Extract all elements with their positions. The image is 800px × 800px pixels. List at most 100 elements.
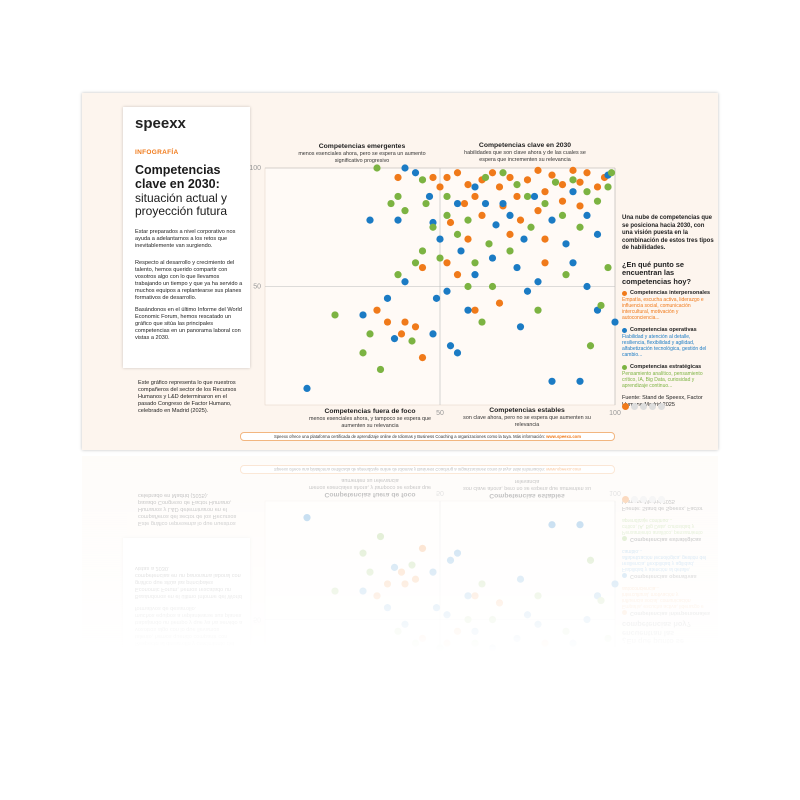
legend-label: Competencias estratégicas [630, 364, 702, 370]
footer: Speexx ofrece una plataforma certificada… [240, 432, 615, 441]
x-tick-label: 50 [436, 410, 444, 417]
page-dot[interactable] [658, 403, 665, 410]
point [383, 318, 392, 326]
point [411, 259, 420, 267]
title-light: situación actual y proyección futura [135, 191, 228, 218]
point [436, 254, 444, 262]
point [401, 318, 409, 326]
point [593, 197, 602, 205]
title-bold: Competencias clave en 2030: [135, 163, 221, 191]
point [387, 199, 395, 208]
paragraph: Basándonos en el último Informe del Worl… [135, 307, 242, 341]
point [516, 216, 525, 224]
point [401, 164, 409, 172]
point [383, 294, 392, 302]
legend-item: Competencias estratégicas Pensamiento ana… [622, 364, 714, 389]
quadrant-subtitle: menos esenciales ahora, pero se espera u… [298, 151, 426, 164]
point [492, 221, 500, 229]
point [471, 259, 479, 267]
point [446, 342, 455, 350]
point [394, 271, 402, 279]
legend-description: Empatía, escucha activa, liderazgo e inf… [622, 297, 704, 321]
footer-text: Speexx ofrece una plataforma certificada… [274, 434, 545, 439]
y-tick-label: 50 [253, 283, 261, 290]
footer-link[interactable]: www.speexx.com [546, 434, 581, 439]
point [418, 176, 427, 184]
point [576, 178, 584, 186]
legend-description: Fiabilidad y atención al detalle, resili… [622, 334, 707, 358]
point [541, 235, 549, 243]
point [464, 282, 472, 291]
point [569, 176, 577, 184]
legend-heading: Competencias estratégicas [622, 364, 714, 371]
point [457, 247, 465, 255]
point [506, 173, 514, 182]
point [558, 197, 567, 205]
point [513, 180, 521, 189]
point [611, 318, 619, 326]
infographic-card: 50 100 50 100 speexx INFOGRAFÍA Competencia… [82, 93, 718, 450]
point [604, 183, 612, 191]
page-dot[interactable] [649, 403, 656, 410]
point [436, 183, 444, 191]
point [513, 192, 521, 201]
point [548, 216, 556, 224]
eyebrow: INFOGRAFÍA [135, 149, 179, 156]
point [607, 169, 616, 177]
legend-intro: Una nube de competencias que se posicion… [622, 215, 714, 251]
point [583, 282, 591, 291]
quadrant-subtitle: son clave ahora, pero no se espera que a… [463, 415, 591, 428]
point [411, 323, 420, 331]
page-dot[interactable] [631, 403, 638, 410]
point [495, 299, 504, 307]
point [488, 169, 497, 177]
point [548, 377, 556, 385]
y-tick-label: 100 [249, 165, 261, 172]
point [593, 183, 602, 191]
point [527, 223, 535, 231]
point [488, 254, 497, 262]
quadrant-subtitle: menos esenciales ahora, y tampoco se esp… [309, 416, 431, 429]
point [429, 330, 437, 338]
point [443, 287, 451, 295]
legend-label: Competencias operativas [630, 327, 697, 333]
page-dot[interactable] [640, 403, 647, 410]
point [548, 171, 556, 179]
quadrant-title: Competencias estables [489, 407, 565, 414]
point [366, 330, 374, 338]
page-dot[interactable] [622, 403, 629, 410]
point [460, 199, 469, 208]
point [471, 192, 479, 201]
point [464, 235, 472, 243]
point [534, 166, 542, 174]
point [376, 365, 385, 374]
point [453, 230, 462, 238]
point [471, 271, 479, 279]
page-dots [622, 403, 665, 410]
point [464, 306, 472, 314]
point [366, 216, 374, 224]
point [464, 216, 472, 224]
point [541, 259, 549, 267]
point [422, 199, 430, 208]
point [506, 247, 514, 255]
point [495, 183, 504, 191]
point [471, 306, 479, 314]
point [481, 199, 490, 208]
point [541, 188, 549, 196]
legend-swatch [622, 365, 627, 370]
legend-swatch [622, 291, 627, 296]
point [443, 211, 451, 219]
point [506, 230, 514, 238]
quadrant-subtitle: habilidades que son clave ahora y de las… [464, 150, 586, 163]
paragraph: Estar preparados a nivel corporativo nos… [135, 229, 236, 249]
quadrant-label: Competencias estables son clave ahora, pe… [462, 407, 592, 428]
point [569, 259, 577, 267]
point [597, 301, 605, 310]
point [390, 335, 399, 343]
point [432, 294, 441, 302]
legend-swatch [622, 328, 627, 333]
point [558, 180, 567, 189]
paragraph: Respecto al desarrollo y crecimiento del… [135, 260, 243, 301]
